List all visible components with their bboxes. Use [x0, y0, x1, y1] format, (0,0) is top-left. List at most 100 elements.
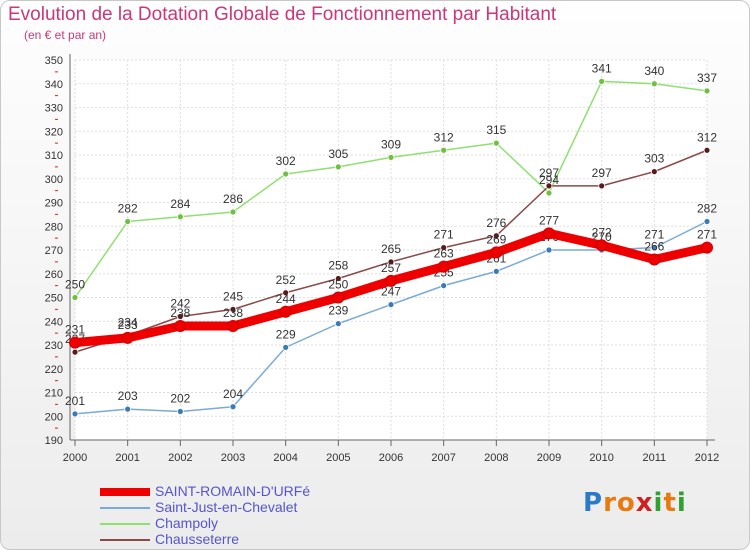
- data-point: [71, 348, 79, 356]
- y-tick-label: 270: [45, 245, 63, 257]
- data-label: 250: [65, 278, 85, 292]
- x-tick-label: 2009: [537, 452, 561, 464]
- data-label: 284: [170, 197, 190, 211]
- data-label: 234: [118, 316, 138, 330]
- data-label: 282: [697, 202, 717, 216]
- data-point: [543, 227, 555, 240]
- y-tick-label: 200: [45, 411, 63, 423]
- x-tick-label: 2007: [431, 452, 455, 464]
- data-point: [227, 320, 239, 332]
- proxiti-logo: Proxiti: [583, 488, 687, 518]
- data-label: 271: [697, 228, 717, 242]
- data-point: [279, 305, 292, 318]
- data-label: 247: [381, 285, 401, 299]
- data-point: [334, 163, 342, 171]
- data-label: 302: [276, 154, 296, 168]
- data-point: [71, 410, 79, 418]
- data-point: [595, 239, 608, 252]
- legend-label: Champoly: [155, 515, 219, 531]
- data-point: [545, 189, 553, 197]
- data-label: 257: [381, 261, 401, 275]
- data-point: [71, 294, 79, 301]
- data-label: 233: [118, 318, 138, 332]
- data-point: [124, 218, 132, 225]
- data-label: 277: [539, 213, 559, 227]
- data-point: [650, 80, 658, 88]
- data-label: 250: [328, 278, 348, 292]
- data-label: 341: [592, 61, 612, 75]
- legend-swatch: [100, 523, 150, 525]
- data-label: 238: [170, 306, 190, 320]
- data-label: 340: [644, 64, 664, 78]
- data-point: [437, 260, 450, 273]
- y-tick-label: 250: [45, 293, 63, 305]
- data-point: [387, 301, 395, 309]
- data-label: 282: [118, 202, 138, 216]
- y-tick-label: 210: [45, 388, 63, 400]
- data-point: [492, 267, 500, 275]
- x-tick-label: 2003: [221, 452, 245, 464]
- y-tick-label: 280: [45, 221, 63, 233]
- data-point: [545, 182, 553, 190]
- y-tick-label: 320: [45, 126, 63, 138]
- data-label: 271: [644, 228, 664, 242]
- legend-label: Saint-Just-en-Chevalet: [155, 499, 298, 515]
- chart-title: Evolution de la Dotation Globale de Fonc…: [8, 4, 557, 25]
- data-label: 242: [170, 297, 190, 311]
- data-point: [334, 320, 342, 328]
- x-tick-label: 2010: [589, 452, 613, 464]
- data-point: [229, 305, 237, 313]
- data-label: 309: [381, 137, 401, 151]
- data-label: 297: [539, 166, 559, 180]
- data-point: [124, 405, 132, 413]
- y-tick-label: 190: [45, 435, 63, 447]
- legend-swatch: [100, 539, 150, 541]
- data-point: [650, 168, 658, 176]
- data-label: 238: [223, 306, 243, 320]
- data-label: 271: [434, 228, 454, 242]
- data-label: 337: [697, 71, 717, 85]
- data-label: 231: [65, 323, 85, 337]
- y-tick-label: 350: [45, 55, 63, 67]
- data-point: [176, 313, 184, 320]
- data-point: [332, 291, 345, 304]
- data-point: [387, 258, 395, 266]
- data-point: [545, 246, 553, 254]
- data-point: [490, 246, 503, 259]
- data-point: [121, 331, 134, 344]
- data-point: [703, 218, 711, 225]
- x-tick-label: 2006: [379, 452, 403, 464]
- data-point: [440, 146, 448, 154]
- data-point: [282, 289, 290, 297]
- data-label: 315: [486, 123, 506, 137]
- data-point: [229, 208, 237, 216]
- legend-label: Chausseterre: [155, 531, 240, 547]
- logo-letter: x: [635, 488, 654, 518]
- data-point: [492, 232, 500, 240]
- legend-swatch: [100, 507, 150, 509]
- data-point: [69, 336, 81, 349]
- x-tick-label: 2005: [326, 452, 350, 464]
- data-point: [492, 139, 500, 147]
- data-label: 266: [644, 240, 664, 254]
- data-label: 229: [276, 327, 296, 341]
- data-label: 204: [223, 387, 243, 401]
- data-label: 297: [592, 166, 612, 180]
- data-point: [282, 170, 290, 178]
- data-point: [334, 275, 342, 282]
- logo-letter: t: [663, 488, 677, 518]
- data-point: [174, 320, 187, 332]
- y-tick-label: 240: [45, 316, 63, 328]
- logo-letter: i: [653, 488, 664, 518]
- x-tick-label: 2011: [643, 452, 667, 464]
- chart-subtitle: (en € et par an): [24, 28, 107, 42]
- x-tick-label: 2001: [115, 452, 139, 464]
- data-point: [440, 244, 448, 252]
- y-tick-label: 260: [45, 269, 63, 281]
- x-tick-label: 2004: [273, 452, 297, 464]
- data-label: 244: [276, 292, 296, 306]
- x-tick-label: 2002: [168, 452, 192, 464]
- data-label: 245: [223, 289, 243, 303]
- legend-swatch: [100, 488, 150, 496]
- data-label: 294: [539, 173, 559, 187]
